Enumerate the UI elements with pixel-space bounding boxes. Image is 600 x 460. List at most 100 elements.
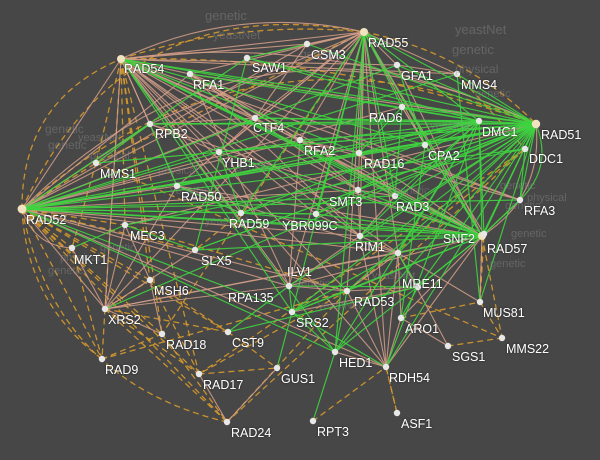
graph-edge[interactable] (519, 123, 537, 201)
graph-edge[interactable] (120, 58, 485, 235)
graph-edge[interactable] (120, 58, 220, 153)
graph-edge[interactable] (396, 64, 458, 75)
graph-edge[interactable] (21, 208, 387, 368)
graph-edge[interactable] (226, 290, 348, 423)
graph-edge[interactable] (276, 311, 293, 369)
graph-edge[interactable] (291, 286, 419, 313)
graph-edge[interactable] (240, 120, 480, 214)
graph-node-yhb1[interactable] (215, 148, 223, 156)
graph-node-rad52[interactable] (17, 204, 27, 214)
graph-edge[interactable] (456, 73, 537, 125)
graph-edge-arc[interactable] (21, 208, 103, 360)
graph-edge[interactable] (21, 208, 73, 249)
graph-edge[interactable] (254, 117, 480, 122)
graph-node-aro1[interactable] (397, 314, 405, 322)
graph-edge[interactable] (481, 123, 537, 237)
graph-edge[interactable] (161, 333, 228, 423)
graph-edge[interactable] (397, 252, 419, 288)
graph-edge[interactable] (447, 337, 503, 347)
graph-node-mms1[interactable] (92, 159, 100, 167)
graph-edge[interactable] (400, 144, 426, 319)
graph-edge[interactable] (299, 139, 360, 154)
graph-edge[interactable] (400, 286, 419, 319)
graph-edge[interactable] (358, 31, 365, 154)
graph-edge[interactable] (359, 120, 480, 237)
graph-edge-arc[interactable] (21, 208, 73, 249)
graph-edge[interactable] (198, 373, 228, 423)
graph-edge[interactable] (104, 224, 126, 310)
graph-edge[interactable] (346, 290, 387, 368)
graph-node-rad51[interactable] (531, 119, 541, 129)
graph-edge-arc[interactable] (120, 28, 365, 60)
graph-edge[interactable] (291, 311, 387, 368)
graph-node-rad9[interactable] (98, 355, 106, 363)
graph-edge[interactable] (312, 351, 336, 422)
graph-edge[interactable] (385, 235, 483, 368)
graph-edge[interactable] (95, 31, 365, 164)
graph-edge[interactable] (396, 64, 426, 146)
graph-node-gus1[interactable] (273, 364, 281, 372)
graph-node-cpa2[interactable] (421, 141, 429, 149)
graph-edge[interactable] (346, 31, 365, 292)
graph-edge[interactable] (346, 286, 419, 292)
graph-node-ctf4[interactable] (251, 114, 259, 122)
graph-edge[interactable] (104, 308, 163, 335)
graph-edge[interactable] (246, 57, 480, 122)
graph-edge[interactable] (21, 58, 122, 210)
graph-edge[interactable] (483, 199, 521, 235)
graph-edge-arc[interactable] (120, 58, 537, 125)
graph-edge[interactable] (149, 279, 229, 333)
graph-node-rad24[interactable] (223, 418, 231, 426)
graph-node-cst9[interactable] (224, 328, 232, 336)
graph-edge[interactable] (21, 208, 336, 353)
graph-edge[interactable] (288, 285, 293, 313)
graph-edge[interactable] (357, 189, 483, 237)
graph-edge-arc[interactable] (519, 123, 543, 201)
graph-node-asf1[interactable] (393, 409, 401, 417)
graph-node-rad55[interactable] (360, 28, 368, 36)
graph-edge[interactable] (315, 213, 483, 237)
graph-edge[interactable] (288, 123, 537, 287)
graph-node-rad54[interactable] (117, 55, 125, 63)
graph-edge[interactable] (120, 58, 317, 215)
graph-edge[interactable] (334, 31, 365, 353)
graph-edge[interactable] (21, 64, 398, 210)
graph-edge[interactable] (104, 308, 200, 375)
graph-edge[interactable] (397, 252, 449, 347)
graph-node-rad57[interactable] (480, 230, 488, 238)
graph-edge[interactable] (400, 301, 481, 319)
graph-node-rad3[interactable] (391, 192, 399, 200)
graph-edge[interactable] (104, 285, 290, 310)
graph-edge[interactable] (21, 208, 361, 237)
graph-node-rad17[interactable] (195, 370, 203, 378)
graph-edge[interactable] (149, 123, 483, 237)
graph-edge[interactable] (95, 123, 151, 164)
graph-edge[interactable] (315, 189, 359, 215)
graph-edge[interactable] (218, 31, 365, 153)
graph-node-ddc1[interactable] (521, 145, 529, 153)
graph-edge[interactable] (481, 235, 503, 339)
graph-edge[interactable] (21, 208, 103, 360)
graph-edge[interactable] (101, 308, 106, 360)
graph-edge[interactable] (198, 290, 348, 375)
graph-edge[interactable] (359, 235, 387, 368)
graph-edge[interactable] (120, 58, 426, 146)
graph-edge[interactable] (189, 73, 396, 197)
graph-node-hed1[interactable] (331, 348, 339, 356)
graph-edge[interactable] (21, 73, 191, 210)
graph-node-gfa1[interactable] (393, 61, 401, 69)
graph-edge-arc[interactable] (363, 31, 537, 125)
graph-edge[interactable] (240, 123, 537, 214)
graph-edge[interactable] (363, 31, 537, 125)
graph-node-sgs1[interactable] (444, 342, 452, 350)
graph-edge[interactable] (226, 367, 278, 423)
graph-edge[interactable] (479, 123, 537, 303)
graph-edge[interactable] (120, 58, 480, 122)
graph-edge[interactable] (198, 148, 526, 375)
graph-edge[interactable] (227, 285, 290, 333)
graph-edge[interactable] (104, 308, 229, 333)
graph-edge[interactable] (334, 290, 348, 353)
graph-edge[interactable] (394, 106, 403, 197)
graph-edge[interactable] (401, 106, 426, 146)
graph-edge[interactable] (240, 212, 317, 215)
